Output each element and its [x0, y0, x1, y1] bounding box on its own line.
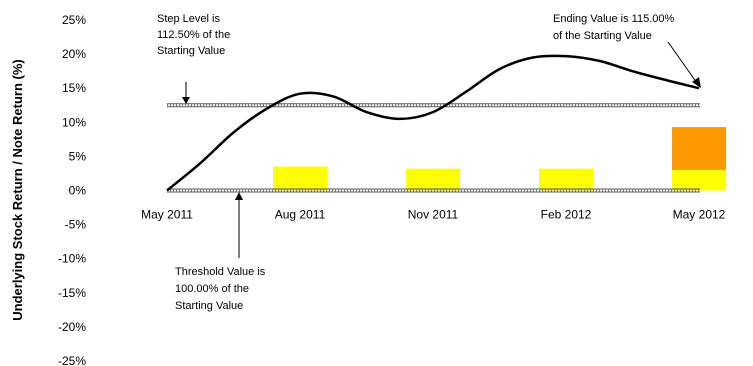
ending-value-annotation: Ending Value is 115.00% of the Starting …	[553, 13, 701, 88]
y-tick-label: -5%	[65, 218, 87, 232]
y-tick-label: 5%	[69, 149, 87, 163]
y-tick-label: 0%	[69, 184, 87, 198]
stacked-bar-segment	[672, 127, 726, 171]
step-level-note-line-2: 112.50% of the	[157, 29, 230, 41]
step-level-annotation: Step Level is 112.50% of the Starting Va…	[157, 13, 230, 104]
y-tick-label: -15%	[58, 286, 86, 300]
coupon-bar	[273, 166, 327, 191]
x-category-label: Aug 2011	[275, 208, 326, 222]
y-tick-label: 25%	[62, 13, 86, 27]
x-axis-categories: May 2011 Aug 2011 Nov 2011 Feb 2012 May 2012	[141, 208, 726, 222]
threshold-note-line-3: Starting Value	[175, 300, 243, 312]
x-category-label: Feb 2012	[541, 208, 592, 222]
threshold-note-line-1: Threshold Value is	[175, 266, 266, 278]
step-level-note-line-1: Step Level is	[157, 13, 220, 25]
x-category-label: May 2011	[141, 208, 193, 222]
coupon-bar	[406, 168, 460, 191]
y-tick-label: 15%	[62, 81, 86, 95]
ending-value-arrow-head	[692, 77, 701, 88]
x-category-label: Nov 2011	[408, 208, 459, 222]
y-tick-label: 20%	[62, 47, 86, 61]
threshold-annotation: Threshold Value is 100.00% of the Starti…	[175, 192, 266, 312]
threshold-arrow-head	[235, 192, 243, 200]
line-series	[166, 54, 700, 192]
step-level-note-line-3: Starting Value	[157, 45, 225, 57]
y-axis-label: Underlying Stock Return / Note Return (%…	[10, 59, 25, 320]
step-level-arrow-head	[182, 97, 190, 104]
bars	[273, 127, 726, 191]
coupon-bar	[539, 168, 593, 191]
ending-value-arrow-shaft	[667, 41, 698, 84]
ending-value-note-line-1: Ending Value is 115.00%	[553, 13, 675, 25]
y-axis-ticks: 25% 20% 15% 10% 5% 0% -5% -10% -15% -20% -25%	[58, 13, 86, 366]
stock-return-line	[166, 54, 700, 192]
reference-lines	[167, 103, 700, 193]
y-tick-label: 10%	[62, 115, 86, 129]
ending-value-note-line-2: of the Starting Value	[553, 30, 652, 42]
coupon-bar	[672, 170, 726, 191]
threshold-note-line-2: 100.00% of the	[175, 283, 249, 295]
x-category-label: May 2012	[673, 208, 726, 222]
y-tick-label: -20%	[58, 320, 86, 334]
y-tick-label: -25%	[58, 354, 86, 366]
y-tick-label: -10%	[58, 252, 86, 266]
